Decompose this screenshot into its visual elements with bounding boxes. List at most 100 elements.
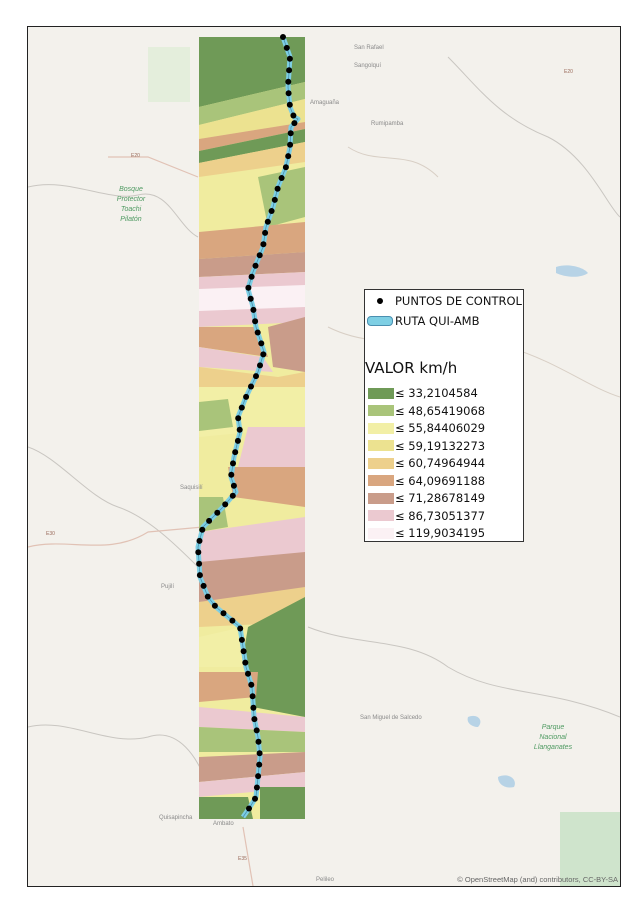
control-point[interactable] <box>286 67 293 74</box>
control-point[interactable] <box>237 625 244 632</box>
control-point[interactable] <box>252 262 259 269</box>
control-point[interactable] <box>228 471 235 478</box>
control-point[interactable] <box>206 517 213 524</box>
control-point[interactable] <box>200 582 207 589</box>
legend-label: ≤ 33,2104584 <box>395 386 478 400</box>
control-point[interactable] <box>248 681 255 688</box>
park-labels: Bosque Protector Toachi Pilatón Parque N… <box>117 186 573 751</box>
control-point[interactable] <box>247 295 254 302</box>
control-point[interactable] <box>245 284 252 291</box>
control-point[interactable] <box>246 805 252 812</box>
control-point[interactable] <box>255 773 262 780</box>
control-point[interactable] <box>253 784 260 791</box>
legend-label: RUTA QUI-AMB <box>395 314 480 328</box>
control-point[interactable] <box>229 492 236 499</box>
control-point[interactable] <box>285 153 292 160</box>
control-point[interactable] <box>242 659 249 666</box>
control-point[interactable] <box>271 196 278 203</box>
control-point[interactable] <box>234 437 241 444</box>
control-point[interactable] <box>286 55 293 62</box>
legend-route: RUTA QUI-AMB <box>365 312 480 330</box>
control-point[interactable] <box>196 537 203 544</box>
place-label: Amaguaña <box>310 100 340 106</box>
map-canvas[interactable]: San Rafael Sangolquí Amaguaña Rumipamba … <box>28 27 620 886</box>
control-point[interactable] <box>238 636 245 643</box>
control-point[interactable] <box>256 252 263 259</box>
legend-points: PUNTOS DE CONTROL <box>365 292 522 310</box>
control-point[interactable] <box>285 90 292 97</box>
legend-label: ≤ 86,73051377 <box>395 508 486 523</box>
control-point[interactable] <box>211 602 218 609</box>
control-point[interactable] <box>253 373 259 380</box>
control-point-icon <box>377 298 383 304</box>
control-point[interactable] <box>264 218 271 225</box>
control-point[interactable] <box>230 482 237 489</box>
legend-class: ≤ 59,19132273 <box>365 437 485 455</box>
control-point[interactable] <box>278 175 285 181</box>
control-point[interactable] <box>204 593 211 600</box>
control-point[interactable] <box>236 426 243 433</box>
map-attribution: © OpenStreetMap (and) contributors, CC-B… <box>457 875 618 884</box>
control-point[interactable] <box>260 351 267 358</box>
legend-swatch <box>368 527 394 539</box>
control-point[interactable] <box>282 164 289 171</box>
control-point[interactable] <box>240 648 247 655</box>
control-point[interactable] <box>258 340 265 347</box>
control-point[interactable] <box>262 229 269 236</box>
legend-label: ≤ 48,65419068 <box>395 403 486 418</box>
control-point[interactable] <box>253 727 260 734</box>
control-point[interactable] <box>280 34 286 40</box>
control-point[interactable] <box>195 549 202 556</box>
legend-swatch <box>368 492 394 504</box>
legend-class: ≤ 86,73051377 <box>365 507 485 525</box>
control-point[interactable] <box>196 560 203 567</box>
control-point[interactable] <box>222 501 229 508</box>
control-point[interactable] <box>229 617 236 624</box>
legend-swatch <box>368 457 394 469</box>
control-point[interactable] <box>254 329 261 336</box>
control-point[interactable] <box>248 383 254 390</box>
control-point[interactable] <box>285 78 292 85</box>
control-point[interactable] <box>220 610 227 617</box>
control-point[interactable] <box>249 693 256 700</box>
control-point[interactable] <box>255 738 262 745</box>
control-point[interactable] <box>286 101 293 108</box>
legend-swatch <box>368 475 394 486</box>
control-point[interactable] <box>257 362 263 369</box>
control-point[interactable] <box>214 509 221 516</box>
control-point[interactable] <box>268 208 275 214</box>
control-point[interactable] <box>196 572 203 579</box>
legend-swatch <box>368 387 394 399</box>
control-point[interactable] <box>232 449 239 456</box>
legend-swatch <box>368 510 394 521</box>
place-label: Pelileo <box>316 877 335 883</box>
control-point[interactable] <box>274 185 281 192</box>
control-point[interactable] <box>290 112 297 119</box>
control-point[interactable] <box>243 393 250 400</box>
park-label: Pilatón <box>120 216 142 223</box>
control-point[interactable] <box>252 795 258 802</box>
control-point[interactable] <box>256 761 263 768</box>
place-label: Sangolquí <box>354 63 381 69</box>
control-point[interactable] <box>287 130 294 137</box>
control-point[interactable] <box>248 273 255 280</box>
control-point[interactable] <box>235 415 242 422</box>
control-point[interactable] <box>256 750 263 757</box>
control-point[interactable] <box>283 44 290 51</box>
control-point[interactable] <box>250 306 257 313</box>
control-point[interactable] <box>199 526 206 533</box>
control-point[interactable] <box>252 318 259 325</box>
control-point[interactable] <box>287 141 294 148</box>
control-point[interactable] <box>251 716 258 723</box>
control-point[interactable] <box>245 670 251 677</box>
legend-label: ≤ 64,09691188 <box>395 473 486 488</box>
legend-class: ≤ 71,28678149 <box>365 489 485 507</box>
control-point[interactable] <box>260 241 267 248</box>
place-label: Rumipamba <box>371 121 404 127</box>
control-point[interactable] <box>230 460 236 467</box>
legend-class: ≤ 55,84406029 <box>365 419 485 437</box>
control-point[interactable] <box>291 120 298 127</box>
park-label: Parque <box>542 724 565 731</box>
control-point[interactable] <box>238 404 245 411</box>
control-point[interactable] <box>250 704 257 711</box>
